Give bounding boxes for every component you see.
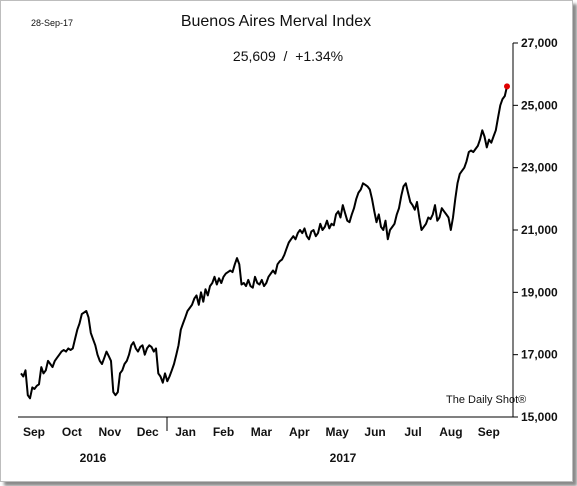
x-tick-label: Aug <box>439 425 462 439</box>
x-tick-label: Jan <box>175 425 196 439</box>
date-stamp: 28-Sep-17 <box>31 18 73 28</box>
y-tick-label: 27,000 <box>521 36 558 50</box>
x-tick-label: Jul <box>404 425 421 439</box>
y-tick-label: 23,000 <box>521 161 558 175</box>
y-axis-ticks: 15,000 17,000 19,000 21,000 23,000 25,000 27,0… <box>513 36 558 424</box>
y-tick-label: 21,000 <box>521 223 558 237</box>
merval-chart: 28-Sep-17 Buenos Aires Merval Index 25,6… <box>18 13 558 465</box>
last-point-marker <box>504 83 510 90</box>
x-axis-ticks: Sep Oct Nov Dec Jan Feb Mar Apr May Jun Jul Aug Sep 2… <box>23 417 500 465</box>
x-tick-label: Feb <box>213 425 234 439</box>
y-tick-label: 19,000 <box>521 285 558 299</box>
x-tick-label: Sep <box>23 425 45 439</box>
x-tick-label: Dec <box>137 425 159 439</box>
chart-title: Buenos Aires Merval Index <box>181 13 371 30</box>
x-tick-label: Nov <box>98 425 121 439</box>
x-tick-label: Mar <box>251 425 273 439</box>
year-label: 2016 <box>80 451 107 465</box>
x-tick-label: Sep <box>478 425 500 439</box>
y-tick-label: 25,000 <box>521 98 558 112</box>
x-tick-label: May <box>326 425 350 439</box>
x-tick-label: Jun <box>364 425 385 439</box>
x-tick-label: Oct <box>62 425 82 439</box>
source-label: The Daily Shot® <box>446 394 526 406</box>
chart-subtitle: 25,609 / +1.34% <box>233 48 343 64</box>
y-tick-label: 15,000 <box>521 410 558 424</box>
x-tick-label: Apr <box>289 425 310 439</box>
y-tick-label: 17,000 <box>521 348 558 362</box>
year-label: 2017 <box>330 451 357 465</box>
series-line <box>20 86 508 400</box>
